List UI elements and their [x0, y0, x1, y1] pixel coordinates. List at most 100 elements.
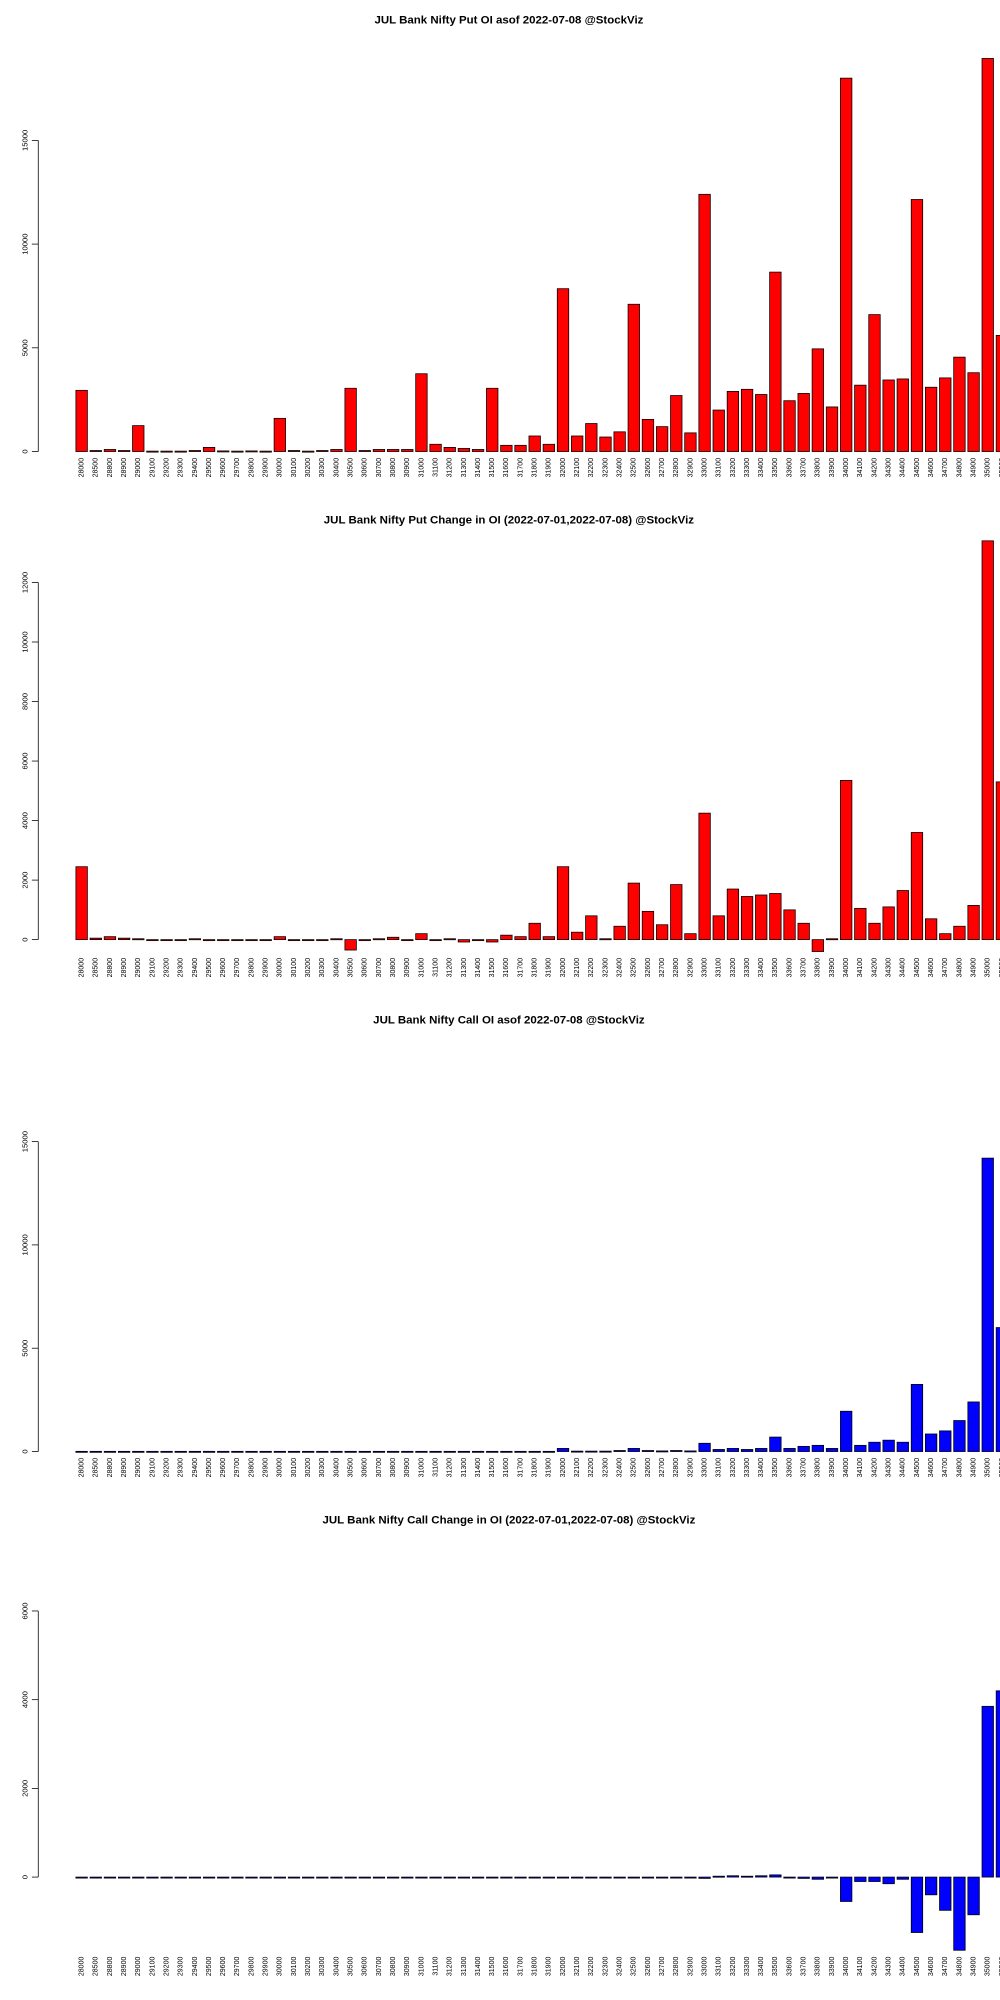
x-tick-label: 30400 — [333, 458, 340, 478]
bar — [514, 1450, 527, 1453]
x-tick-label: 31500 — [489, 958, 496, 978]
bar — [217, 939, 230, 942]
bar — [571, 435, 584, 452]
x-tick-label: 29000 — [135, 458, 142, 478]
bar — [202, 446, 216, 452]
x-tick-label: 30200 — [305, 458, 312, 478]
x-tick-label: 29200 — [163, 1458, 170, 1478]
bar — [386, 936, 400, 941]
x-tick-label: 30100 — [291, 1458, 298, 1478]
bar — [811, 939, 824, 952]
bar — [825, 406, 839, 452]
x-tick-label: 32300 — [602, 1957, 609, 1977]
x-tick-label: 31200 — [447, 1458, 454, 1478]
x-tick-label: 34700 — [942, 1957, 949, 1977]
x-tick-label: 34800 — [956, 1957, 963, 1977]
bar — [443, 1450, 456, 1453]
x-tick-label: 33100 — [716, 1458, 723, 1478]
x-tick-label: 33700 — [801, 1957, 808, 1977]
bar — [755, 1875, 768, 1878]
x-tick-label: 30500 — [347, 1458, 354, 1478]
x-tick-label: 35500 — [999, 458, 1000, 478]
bar — [840, 1876, 853, 1902]
bar — [372, 1876, 386, 1879]
bar — [302, 1450, 315, 1453]
x-tick-label: 33800 — [815, 458, 822, 478]
x-tick-label: 31700 — [517, 458, 524, 478]
bar — [386, 1876, 400, 1879]
bar — [655, 426, 669, 452]
x-tick-label: 33200 — [730, 1957, 737, 1977]
bar — [330, 938, 343, 941]
x-tick-label: 32300 — [602, 958, 609, 978]
x-tick-label: 33400 — [758, 958, 765, 978]
bar — [188, 938, 202, 941]
bar — [953, 1420, 966, 1452]
x-tick-label: 31800 — [532, 1957, 539, 1977]
bar — [443, 446, 456, 452]
bar — [783, 1876, 796, 1879]
bar — [613, 1876, 626, 1879]
x-tick-label: 31900 — [546, 1458, 553, 1478]
x-tick-label: 30600 — [362, 1458, 369, 1478]
bar — [939, 377, 952, 452]
bar — [103, 1876, 117, 1879]
bar — [712, 915, 725, 941]
x-tick-label: 32600 — [645, 458, 652, 478]
x-tick-label: 30000 — [277, 1957, 284, 1977]
x-tick-label: 28500 — [93, 458, 100, 478]
x-tick-label: 28500 — [93, 1458, 100, 1478]
bar — [655, 1876, 669, 1879]
x-tick-label: 32500 — [631, 1957, 638, 1977]
bar — [967, 372, 980, 452]
x-tick-label: 34600 — [928, 458, 935, 478]
x-tick-label: 34500 — [914, 958, 921, 978]
y-tick-label: 2000 — [21, 1780, 30, 1797]
bar — [415, 1876, 428, 1879]
x-tick-label: 30800 — [390, 458, 397, 478]
x-tick-label: 29300 — [178, 1458, 185, 1478]
bar — [655, 924, 669, 941]
x-tick-label: 32900 — [687, 1458, 694, 1478]
x-tick-label: 32000 — [560, 458, 567, 478]
bar — [641, 1876, 655, 1879]
bar — [358, 1876, 371, 1879]
bar — [755, 394, 768, 452]
bar — [925, 1876, 938, 1896]
bar — [981, 540, 994, 941]
bar — [599, 938, 612, 941]
bar — [75, 1876, 88, 1879]
bar — [500, 1876, 513, 1879]
bar — [273, 417, 286, 452]
x-tick-label: 33900 — [829, 1957, 836, 1977]
x-tick-label: 29100 — [149, 1957, 156, 1977]
bar — [486, 387, 499, 452]
x-tick-label: 34000 — [843, 1458, 850, 1478]
bar — [755, 1448, 768, 1452]
x-tick-label: 29600 — [220, 1458, 227, 1478]
bar — [910, 1383, 924, 1452]
bar — [457, 939, 471, 943]
bar — [585, 1876, 598, 1879]
bar — [740, 1875, 754, 1878]
x-tick-label: 32600 — [645, 958, 652, 978]
x-tick-label: 32100 — [574, 958, 581, 978]
x-tick-label: 31000 — [418, 958, 425, 978]
bar — [75, 1450, 88, 1453]
x-tick-label: 34500 — [914, 1957, 921, 1977]
x-tick-label: 35000 — [985, 1458, 992, 1478]
bar — [556, 866, 570, 941]
bar — [925, 918, 938, 941]
bar — [75, 389, 88, 452]
bar — [386, 449, 400, 452]
bar — [287, 450, 301, 452]
bar — [117, 937, 131, 941]
bar — [245, 939, 258, 942]
x-tick-label: 34300 — [886, 958, 893, 978]
bar — [401, 1876, 414, 1879]
bar — [358, 450, 371, 452]
bar — [811, 1876, 824, 1880]
bar — [854, 907, 867, 941]
x-tick-label: 33000 — [701, 458, 708, 478]
x-tick-label: 34200 — [871, 458, 878, 478]
